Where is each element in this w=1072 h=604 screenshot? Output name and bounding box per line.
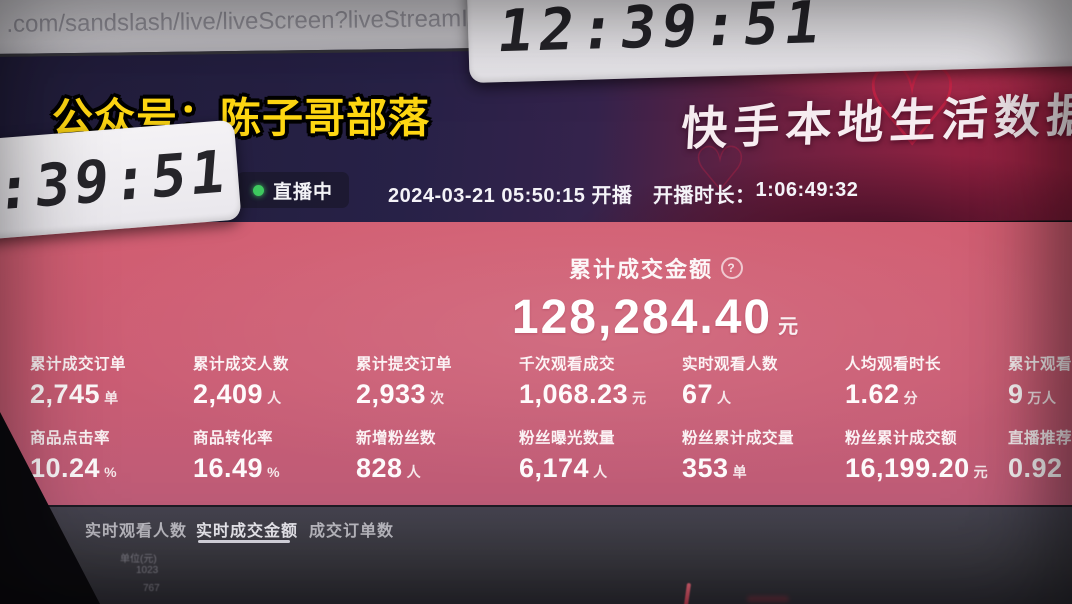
metric-avg-watch-time: 人均观看时长 1.62 分 bbox=[845, 352, 1008, 426]
metric-label: 新增粉丝数 bbox=[356, 430, 437, 447]
metric-unit: 分 bbox=[903, 390, 919, 406]
hero-value-number: 128,284.40 bbox=[511, 291, 773, 344]
metric-total-viewers: 累计观看人数 9万人 bbox=[1008, 352, 1072, 426]
metric-follower-impressions: 粉丝曝光数量 6,174 人 bbox=[519, 426, 682, 500]
metric-value: 353 单 bbox=[682, 453, 845, 484]
clock-digits: 12:39:51 bbox=[493, 0, 830, 66]
hero-label-text: 累计成交金额 bbox=[568, 257, 713, 282]
metric-number: 6,174 bbox=[519, 453, 590, 483]
chart-tick: 1023 bbox=[136, 565, 159, 576]
metric-number: 2,409 bbox=[193, 379, 264, 409]
metric-unit: 单 bbox=[104, 390, 119, 406]
live-status-label: 直播中 bbox=[273, 181, 334, 203]
metric-number: 1,068.23 bbox=[519, 379, 629, 409]
metric-value: 9 万人 bbox=[1008, 379, 1072, 410]
metric-label: 直播推荐 bbox=[1008, 430, 1072, 447]
metric-total-buyers: 累计成交人数 2,409 人 bbox=[193, 352, 356, 426]
metric-number: 2,933 bbox=[356, 379, 427, 409]
live-dot-icon bbox=[253, 184, 264, 196]
chart-unit-label: 单位(元) bbox=[120, 554, 157, 565]
metric-unit: 人 bbox=[267, 390, 282, 406]
active-tab-underline bbox=[198, 540, 290, 543]
metric-unit: % bbox=[267, 464, 281, 480]
metric-value: 10.24% bbox=[30, 453, 193, 484]
metric-label: 累计成交订单 bbox=[30, 356, 127, 373]
metric-unit: 次 bbox=[430, 390, 445, 406]
metric-unit: 人 bbox=[717, 390, 732, 406]
metric-unit: % bbox=[104, 464, 118, 480]
metric-label: 人均观看时长 bbox=[845, 356, 942, 373]
metric-label: 累计观看人数 bbox=[1008, 356, 1072, 373]
metric-live-viewers: 实时观看人数 67 人 bbox=[682, 352, 845, 426]
stream-duration: 开播时长： 1:06:49:32 bbox=[653, 179, 858, 208]
metric-number: 353 bbox=[682, 453, 729, 483]
metric-number: 9 bbox=[1008, 379, 1024, 409]
metric-unit: 单 bbox=[732, 464, 748, 480]
metric-number: 16.49 bbox=[193, 453, 264, 483]
tab-realtime-viewers[interactable]: 实时观看人数 bbox=[85, 523, 188, 540]
metric-value: 2,933 次 bbox=[356, 379, 519, 410]
banner-title: 快手本地生活数据 bbox=[679, 88, 1072, 155]
metric-live-recommend: 直播推荐 0.92 bbox=[1008, 426, 1072, 500]
chart-panel bbox=[0, 505, 1072, 604]
metric-label: 实时观看人数 bbox=[682, 356, 779, 373]
metric-number: 16,199.20 bbox=[845, 453, 970, 483]
stream-duration-value: 1:06:49:32 bbox=[755, 179, 859, 201]
chart-tick: 767 bbox=[143, 583, 160, 594]
metric-total-orders: 累计成交订单 2,745 单 bbox=[30, 352, 193, 426]
metric-number: 67 bbox=[682, 379, 714, 409]
metric-label: 粉丝累计成交额 bbox=[845, 430, 958, 447]
metric-label: 商品转化率 bbox=[193, 430, 274, 447]
chart-line-smudge bbox=[747, 596, 789, 602]
metric-unit: 人 bbox=[593, 464, 608, 480]
metric-number: 10.24 bbox=[30, 453, 101, 483]
live-status-badge: 直播中 bbox=[237, 172, 350, 208]
metric-label: 商品点击率 bbox=[30, 430, 111, 447]
metric-number: 1.62 bbox=[845, 379, 900, 409]
metric-value: 16,199.20 元 bbox=[845, 453, 1008, 484]
metric-value: 2,409 人 bbox=[193, 379, 356, 410]
metric-label: 千次观看成交 bbox=[519, 356, 616, 373]
tab-order-count[interactable]: 成交订单数 bbox=[309, 523, 395, 540]
metric-unit: 人 bbox=[406, 464, 422, 480]
metrics-grid: 累计成交订单 2,745 单 累计成交人数 2,409 人 累计提交订单 2,933… bbox=[30, 352, 1072, 500]
metric-follower-gmv: 粉丝累计成交额 16,199.20 元 bbox=[845, 426, 1008, 500]
metrics-panel bbox=[0, 222, 1072, 506]
metric-value: 0.92 bbox=[1008, 453, 1072, 484]
metric-unit: 元 bbox=[632, 390, 647, 406]
tab-realtime-gmv[interactable]: 实时成交金额 bbox=[196, 523, 299, 540]
metric-label: 粉丝曝光数量 bbox=[519, 430, 616, 447]
metric-value: 1.62 分 bbox=[845, 379, 1008, 410]
metric-value: 2,745 单 bbox=[30, 379, 193, 410]
hero-metric-label: 累计成交金额 ? bbox=[569, 252, 743, 284]
metric-product-cvr: 商品转化率 16.49% bbox=[193, 426, 356, 500]
metric-value: 67 人 bbox=[682, 379, 845, 410]
metric-gmv-per-mille-views: 千次观看成交 1,068.23 元 bbox=[519, 352, 682, 426]
metric-follower-orders: 粉丝累计成交量 353 单 bbox=[682, 426, 845, 500]
clock-digits: :39:51 bbox=[0, 136, 232, 224]
metric-value: 1,068.23 元 bbox=[519, 379, 682, 410]
metric-number: 2,745 bbox=[30, 379, 101, 409]
metric-number: 828 bbox=[356, 453, 403, 483]
stream-start-time: 2024-03-21 05:50:15 开播 bbox=[388, 185, 633, 207]
metric-label: 累计提交订单 bbox=[356, 356, 453, 373]
glare-highlight bbox=[0, 222, 1072, 506]
metric-submitted-orders: 累计提交订单 2,933 次 bbox=[356, 352, 519, 426]
metric-value: 828 人 bbox=[356, 453, 519, 484]
metric-label: 粉丝累计成交量 bbox=[682, 430, 795, 447]
metric-value: 6,174 人 bbox=[519, 453, 682, 484]
metric-number: 0.92 bbox=[1008, 453, 1063, 483]
metric-new-followers: 新增粉丝数 828 人 bbox=[356, 426, 519, 500]
metric-unit: 元 bbox=[973, 464, 989, 480]
hero-metric-value: 128,284.40 元 bbox=[240, 290, 1072, 345]
hero-metric: 累计成交金额 ? 128,284.40 元 bbox=[240, 252, 1072, 345]
metric-product-ctr: 商品点击率 10.24% bbox=[30, 426, 193, 500]
metric-value: 16.49% bbox=[193, 453, 356, 484]
metric-label: 累计成交人数 bbox=[193, 356, 290, 373]
hero-value-unit: 元 bbox=[778, 316, 801, 338]
stream-duration-label: 开播时长： bbox=[653, 185, 756, 207]
metric-unit: 万人 bbox=[1027, 390, 1057, 406]
info-icon[interactable]: ? bbox=[721, 257, 743, 279]
